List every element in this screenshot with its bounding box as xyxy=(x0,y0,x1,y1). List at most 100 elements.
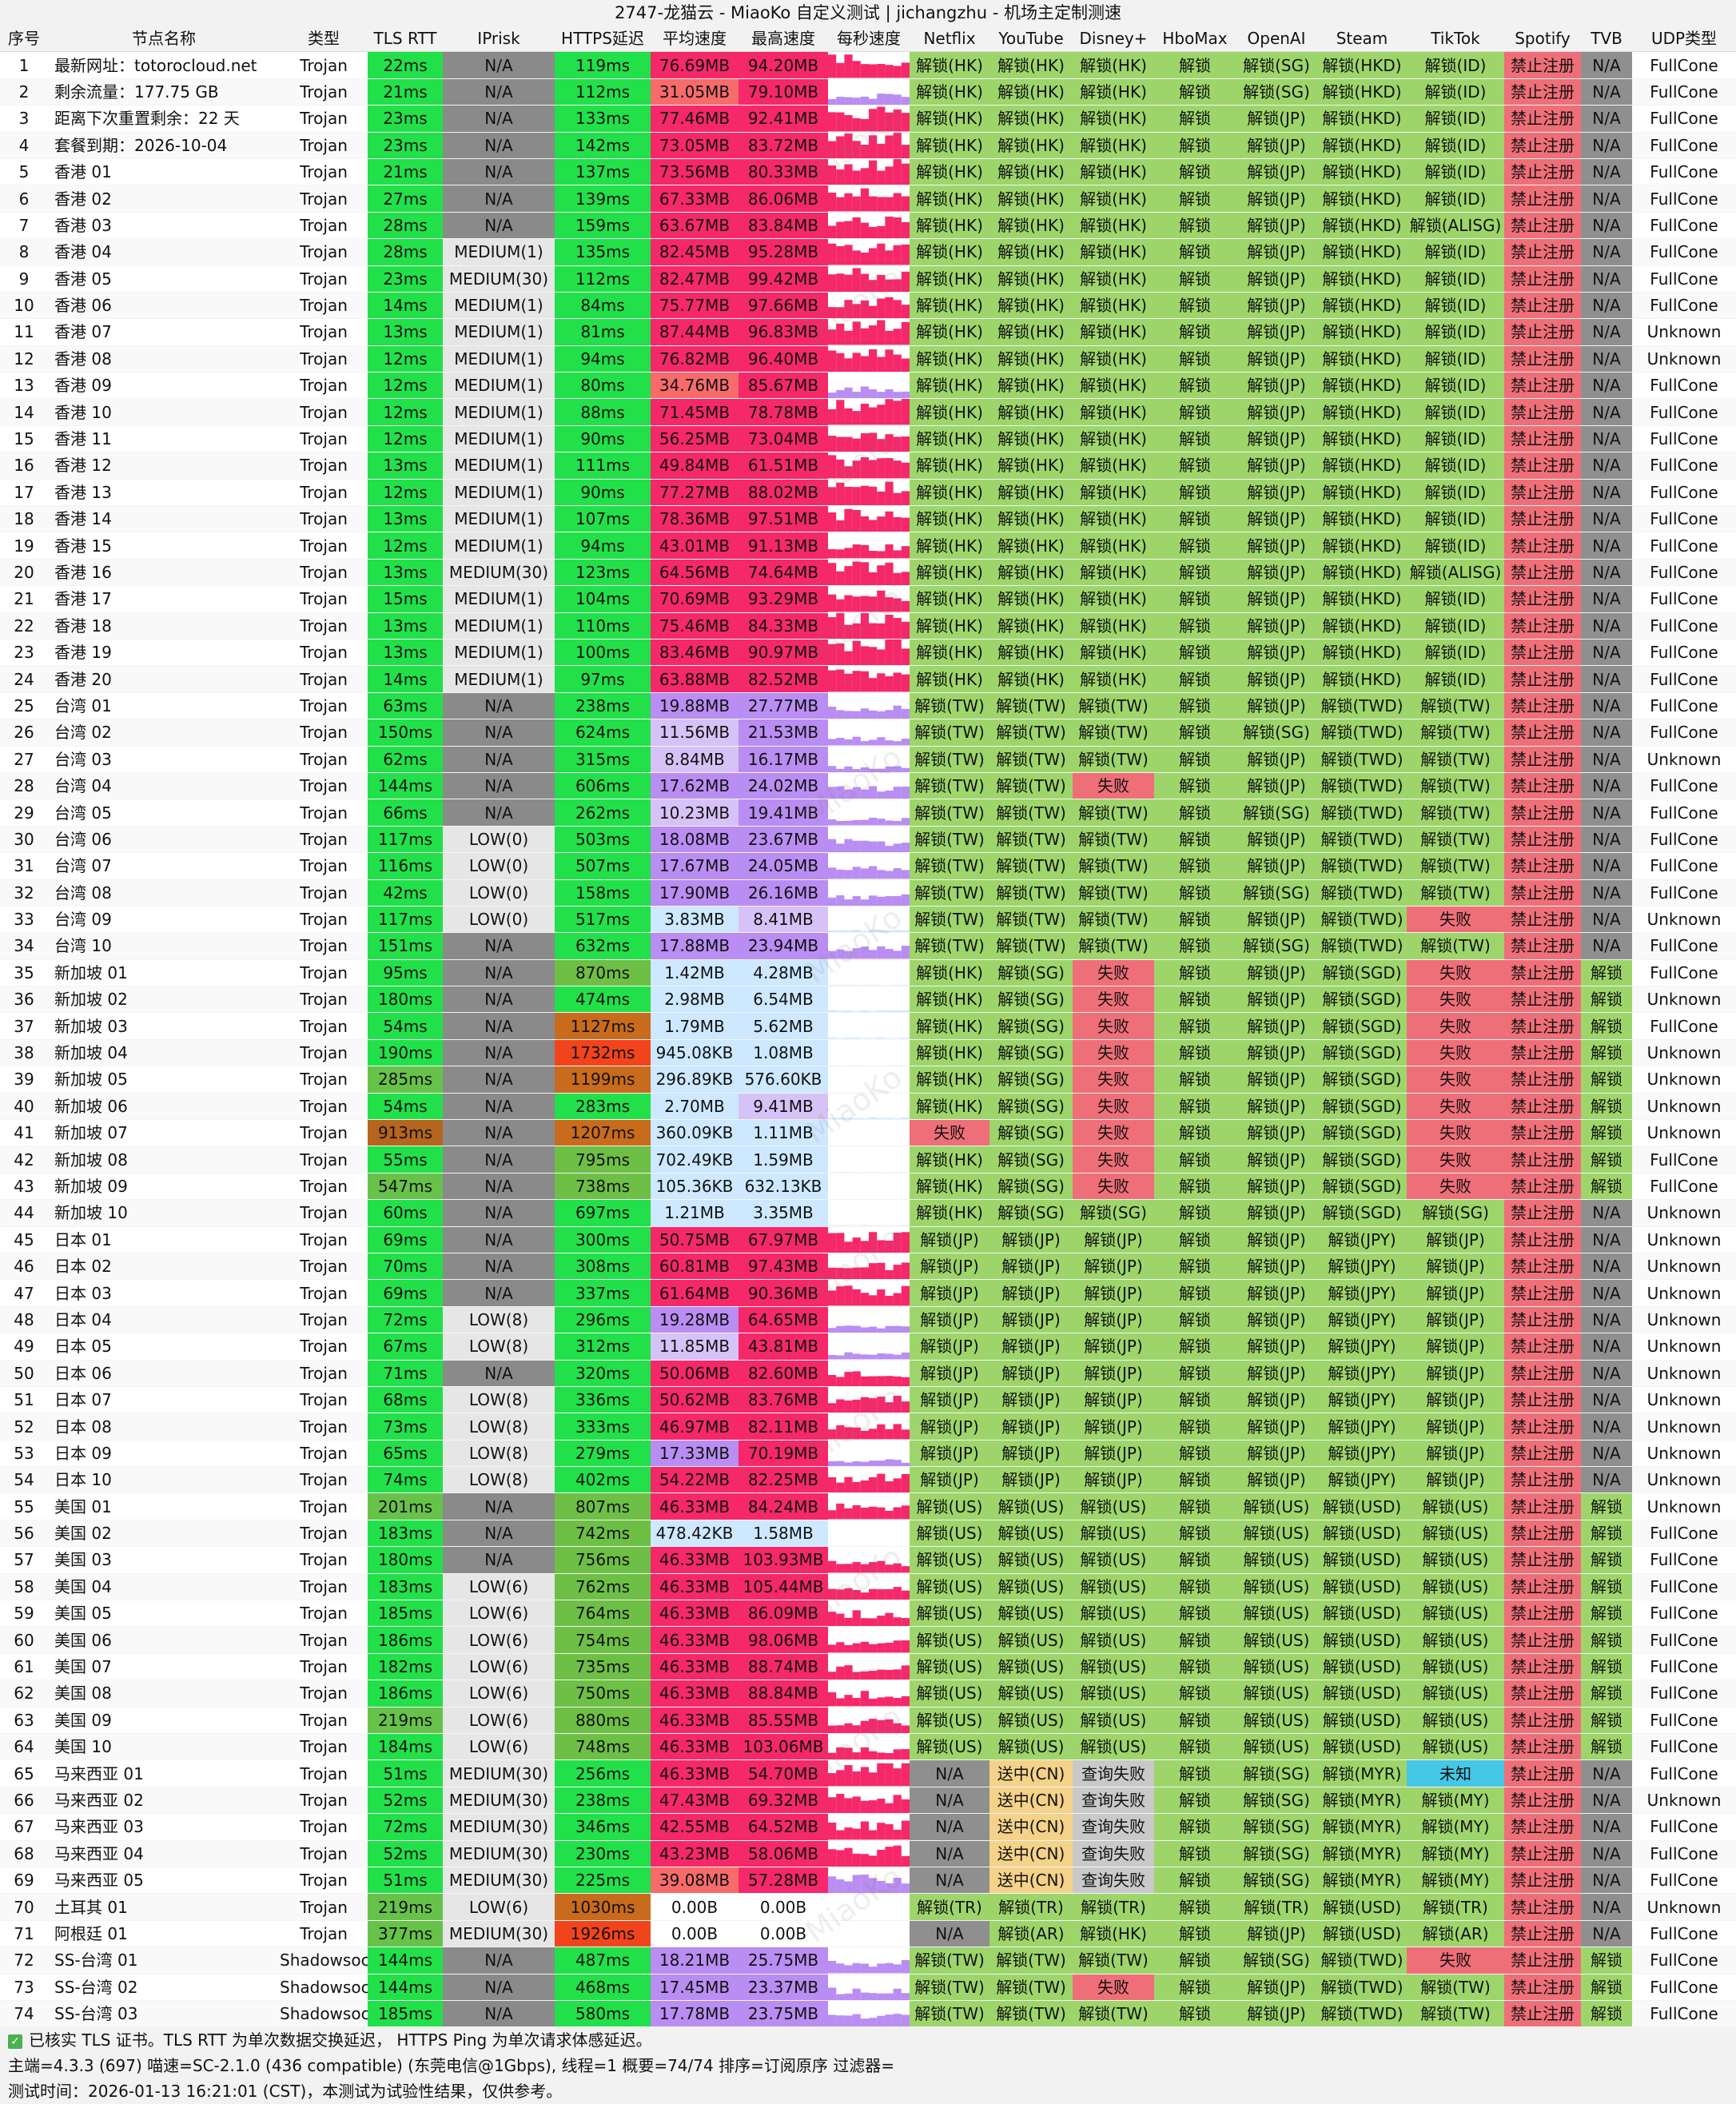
avg-speed: 77.27MB xyxy=(651,479,739,505)
unlock-steam: 解锁(MYR) xyxy=(1317,1867,1407,1893)
speed-bar xyxy=(828,1612,836,1626)
tls-rtt: 12ms xyxy=(368,345,443,372)
unlock-openai: 解锁(JP) xyxy=(1236,345,1317,372)
row-index: 58 xyxy=(0,1573,48,1600)
node-type: Trojan xyxy=(280,1653,368,1680)
avg-speed: 31.05MB xyxy=(651,78,739,105)
node-name: 日本 04 xyxy=(48,1306,280,1333)
unlock-spotify: 禁止注册 xyxy=(1504,1920,1581,1947)
speed-bar xyxy=(844,1847,852,1867)
row-index: 70 xyxy=(0,1894,48,1920)
max-speed: 82.25MB xyxy=(739,1467,828,1493)
speed-bar xyxy=(844,870,852,879)
speed-bar xyxy=(828,487,836,505)
speed-bar xyxy=(828,1849,836,1867)
speed-bar xyxy=(828,165,836,185)
tls-rtt: 144ms xyxy=(368,772,443,799)
node-name: 美国 09 xyxy=(48,1707,280,1733)
speed-bar xyxy=(877,321,885,345)
speed-bar xyxy=(869,818,877,825)
avg-speed: 63.88MB xyxy=(651,666,739,692)
speed-bar xyxy=(828,1429,836,1439)
speed-bar xyxy=(828,819,836,825)
unlock-openai: 解锁(JP) xyxy=(1236,1066,1317,1093)
node-type: Trojan xyxy=(280,106,368,132)
iprisk: N/A xyxy=(443,1974,555,2000)
speed-bar xyxy=(885,895,893,905)
node-type: Trojan xyxy=(280,799,368,826)
unlock-youtube: 解锁(TW) xyxy=(989,772,1073,799)
tls-rtt: 74ms xyxy=(368,1467,443,1493)
unlock-tvb: N/A xyxy=(1581,532,1632,559)
speed-bar xyxy=(902,601,910,612)
unlock-tiktok: 解锁(JP) xyxy=(1407,1280,1504,1306)
udp-type: FullCone xyxy=(1632,506,1736,532)
node-name: 新加坡 03 xyxy=(48,1013,280,1039)
unlock-netflix: 解锁(JP) xyxy=(910,1333,989,1360)
max-speed: 64.52MB xyxy=(739,1814,828,1840)
speed-bar xyxy=(836,1747,844,1760)
speed-bar xyxy=(844,1723,852,1733)
unlock-tvb: 解锁 xyxy=(1581,1734,1632,1760)
unlock-youtube: 解锁(JP) xyxy=(989,1360,1073,1386)
avg-speed: 17.78MB xyxy=(651,2000,739,2026)
unlock-netflix: 解锁(HK) xyxy=(910,1173,989,1199)
udp-type: Unknown xyxy=(1632,1093,1736,1119)
row-index: 35 xyxy=(0,959,48,986)
unlock-youtube: 解锁(JP) xyxy=(989,1333,1073,1360)
unlock-netflix: 解锁(HK) xyxy=(910,425,989,452)
avg-speed: 42.55MB xyxy=(651,1814,739,1840)
row-index: 50 xyxy=(0,1360,48,1386)
unlock-openai: 解锁(SG) xyxy=(1236,719,1317,746)
speed-bar xyxy=(836,895,844,905)
unlock-youtube: 解锁(JP) xyxy=(989,1226,1073,1253)
tls-rtt: 13ms xyxy=(368,319,443,345)
max-speed: 82.11MB xyxy=(739,1413,828,1440)
udp-type: FullCone xyxy=(1632,399,1736,425)
speed-bar xyxy=(861,596,869,612)
speed-bar xyxy=(885,1883,893,1894)
unlock-spotify: 禁止注册 xyxy=(1504,1440,1581,1466)
unlock-steam: 解锁(USD) xyxy=(1317,1627,1407,1653)
unlock-hbomax: 解锁 xyxy=(1154,586,1236,612)
unlock-hbomax: 解锁 xyxy=(1154,906,1236,932)
speed-bar xyxy=(861,119,869,131)
row-index: 21 xyxy=(0,586,48,612)
unlock-steam: 解锁(JPY) xyxy=(1317,1413,1407,1440)
speed-bar xyxy=(902,675,910,692)
speed-bar xyxy=(844,1286,852,1306)
tls-rtt: 65ms xyxy=(368,1440,443,1466)
speed-bar xyxy=(877,552,885,559)
unlock-steam: 解锁(HKD) xyxy=(1317,666,1407,692)
unlock-steam: 解锁(JPY) xyxy=(1317,1280,1407,1306)
unlock-tiktok: 解锁(ID) xyxy=(1407,639,1504,665)
report-title: 2747-龙猫云 - MiaoKo 自定义测试 | jichangzhu - 机… xyxy=(0,0,1736,26)
speed-bar xyxy=(861,899,869,906)
speed-bar xyxy=(861,1747,869,1760)
per-second-speed-graph xyxy=(828,1360,910,1386)
row-index: 20 xyxy=(0,559,48,585)
iprisk: N/A xyxy=(443,1493,555,1520)
speed-sparkline xyxy=(828,452,910,478)
speed-bar xyxy=(894,1564,902,1573)
per-second-speed-graph xyxy=(828,639,910,665)
node-type: Trojan xyxy=(280,452,368,479)
unlock-spotify: 禁止注册 xyxy=(1504,1520,1581,1546)
unlock-youtube: 解锁(HK) xyxy=(989,345,1073,372)
unlock-hbomax: 解锁 xyxy=(1154,185,1236,212)
speed-bar xyxy=(836,97,844,105)
udp-type: FullCone xyxy=(1632,52,1736,78)
unlock-netflix: 解锁(US) xyxy=(910,1547,989,1573)
speed-bar xyxy=(902,1763,910,1787)
max-speed: 5.62MB xyxy=(739,1013,828,1039)
unlock-spotify: 禁止注册 xyxy=(1504,746,1581,772)
row-index: 19 xyxy=(0,532,48,559)
max-speed: 90.36MB xyxy=(739,1280,828,1306)
unlock-hbomax: 解锁 xyxy=(1154,132,1236,158)
node-name: 马来西亚 03 xyxy=(48,1814,280,1840)
unlock-steam: 解锁(MYR) xyxy=(1317,1760,1407,1787)
speed-bar xyxy=(853,930,861,932)
speed-bar xyxy=(877,1669,885,1680)
